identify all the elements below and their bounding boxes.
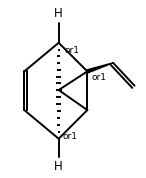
Text: or1: or1 [92, 73, 107, 82]
Text: H: H [54, 160, 63, 173]
Text: or1: or1 [63, 132, 78, 141]
Text: or1: or1 [64, 46, 79, 55]
Polygon shape [87, 63, 113, 73]
Text: H: H [54, 7, 63, 20]
